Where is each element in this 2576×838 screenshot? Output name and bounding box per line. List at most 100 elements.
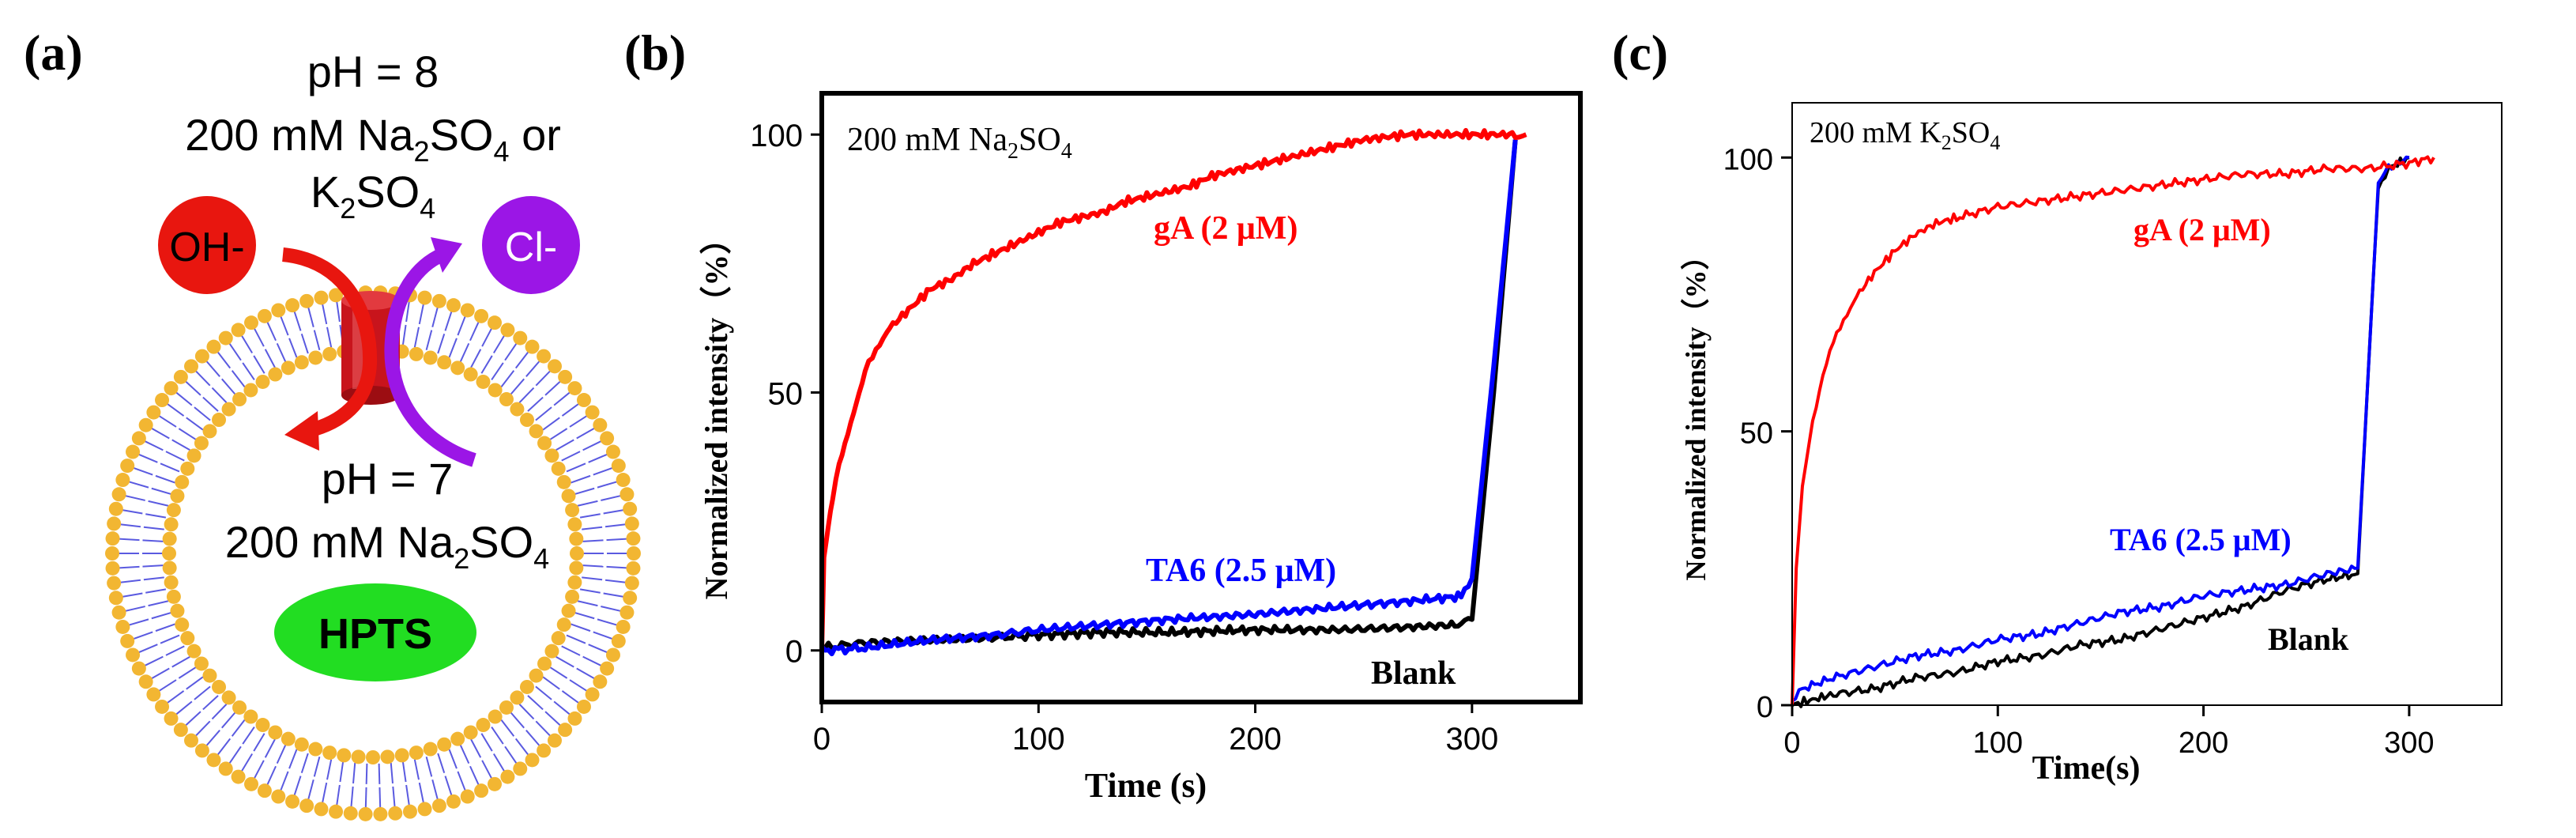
lipid-tail-icon [202,695,219,711]
lipid-head-icon [544,448,559,463]
chart-b-label-ta6: TA6 (2.5 μM) [1146,553,1336,589]
lipid-tail-icon [175,700,193,715]
lipid-head-icon [488,315,503,330]
lipid-head-icon [180,461,195,476]
lipid-tail-icon [194,685,211,700]
lipid-head-icon [600,661,615,676]
lipid-head-icon [620,605,635,620]
cl-ion-label: Cl- [505,225,557,270]
lipid-tail-icon [138,644,158,654]
lipid-tail-icon [194,370,211,387]
lipid-tail-icon [542,676,560,690]
chart-c-series-ga-line [1791,155,2435,706]
lipid-head-icon [576,393,591,408]
lipid-head-icon [476,718,491,733]
lipid-head-icon [166,503,181,518]
lipid-tail-icon [148,600,169,607]
lipid-tail-icon [425,330,433,350]
lipid-tail-icon [336,784,341,806]
lipid-head-icon [186,448,201,463]
lipid-head-icon [513,761,528,776]
lipid-head-icon [162,531,177,546]
lipid-head-icon [366,750,380,764]
cl-arrow-icon [384,247,476,467]
lipid-tail-icon [457,315,466,336]
lipid-head-icon [194,349,209,364]
lipid-head-icon [431,293,446,308]
chart-c-axes: 0 100 200 300 0 50 100 [1723,143,2435,760]
lipid-head-icon [194,436,209,451]
lipid-head-icon [294,737,309,752]
lipid-tail-icon [155,623,175,632]
lipid-head-icon [593,417,608,432]
lipid-tail-icon [544,380,561,396]
lipid-tail-icon [119,565,140,569]
lipid-head-icon [593,674,608,689]
oh-ion-label: OH- [169,225,244,270]
lipid-head-icon [108,501,123,516]
lipid-tail-icon [276,342,287,363]
lipid-head-icon [232,700,247,715]
lipid-head-icon [184,733,199,748]
lipid-tail-icon [211,704,228,720]
lipid-head-icon [437,737,452,752]
lipid-head-icon [565,503,580,518]
lipid-tail-icon [171,439,190,451]
panel-c-label: (c) [1612,25,1668,81]
lipid-tail-icon [491,362,504,380]
lipid-head-icon [285,794,300,809]
lipid-tail-icon [221,378,236,395]
lipid-head-icon [626,531,641,546]
lipid-head-icon [162,546,176,561]
lipid-tail-icon [151,667,170,680]
lipid-tail-icon [470,349,482,368]
lipid-tail-icon [185,380,201,396]
lipid-tail-icon [178,666,197,679]
lipid-tail-icon [582,526,603,530]
lipid-head-icon [388,806,403,821]
lipid-tail-icon [514,351,529,369]
lipid-tail-icon [390,762,394,784]
lipid-head-icon [500,323,515,338]
lipid-head-icon [194,656,209,671]
lipid-head-icon [243,315,258,330]
lipid-tail-icon [444,311,453,331]
lipid-tail-icon [350,786,354,807]
chart-c-frame [1791,102,2503,706]
lipid-head-icon [611,633,626,648]
lipid-head-icon [567,575,582,590]
lipid-head-icon [173,723,188,738]
lipid-head-icon [308,350,323,365]
lipid-tail-icon [392,786,396,807]
lipid-head-icon [255,718,270,733]
lipid-tail-icon [231,370,246,387]
lipid-tail-icon [242,727,255,745]
oh-arrow-icon [281,247,378,438]
lipid-tail-icon [448,749,458,769]
lipid-head-icon [271,789,286,804]
lipid-head-icon [111,605,126,620]
lipid-head-icon [537,349,552,364]
lipid-head-icon [409,346,424,361]
lipid-head-icon [308,742,323,757]
lipid-tail-icon [569,415,588,428]
lipid-tail-icon [143,526,164,530]
lipid-head-icon [605,444,620,459]
chart-b-label-ga: gA (2 μM) [1154,210,1297,247]
lipid-tail-icon [504,746,518,764]
lipid-tail-icon [253,760,265,779]
lipid-head-icon [281,360,296,376]
lipid-tail-icon [151,487,172,496]
lipid-tail-icon [119,523,141,528]
lipid-head-icon [585,687,600,702]
lipid-head-icon [164,575,179,590]
lipid-head-icon [565,589,580,604]
lipid-tail-icon [553,391,571,406]
lipid-tail-icon [253,355,266,374]
panel-b: (b) 0 100 200 300 0 50 100 200 mM Na2SO4 gA (2… [624,25,1583,805]
lipid-tail-icon [413,327,420,348]
chart-c-xtick-label: 0 [1783,727,1800,760]
lipid-tail-icon [142,539,164,542]
lipid-tail-icon [510,712,525,729]
